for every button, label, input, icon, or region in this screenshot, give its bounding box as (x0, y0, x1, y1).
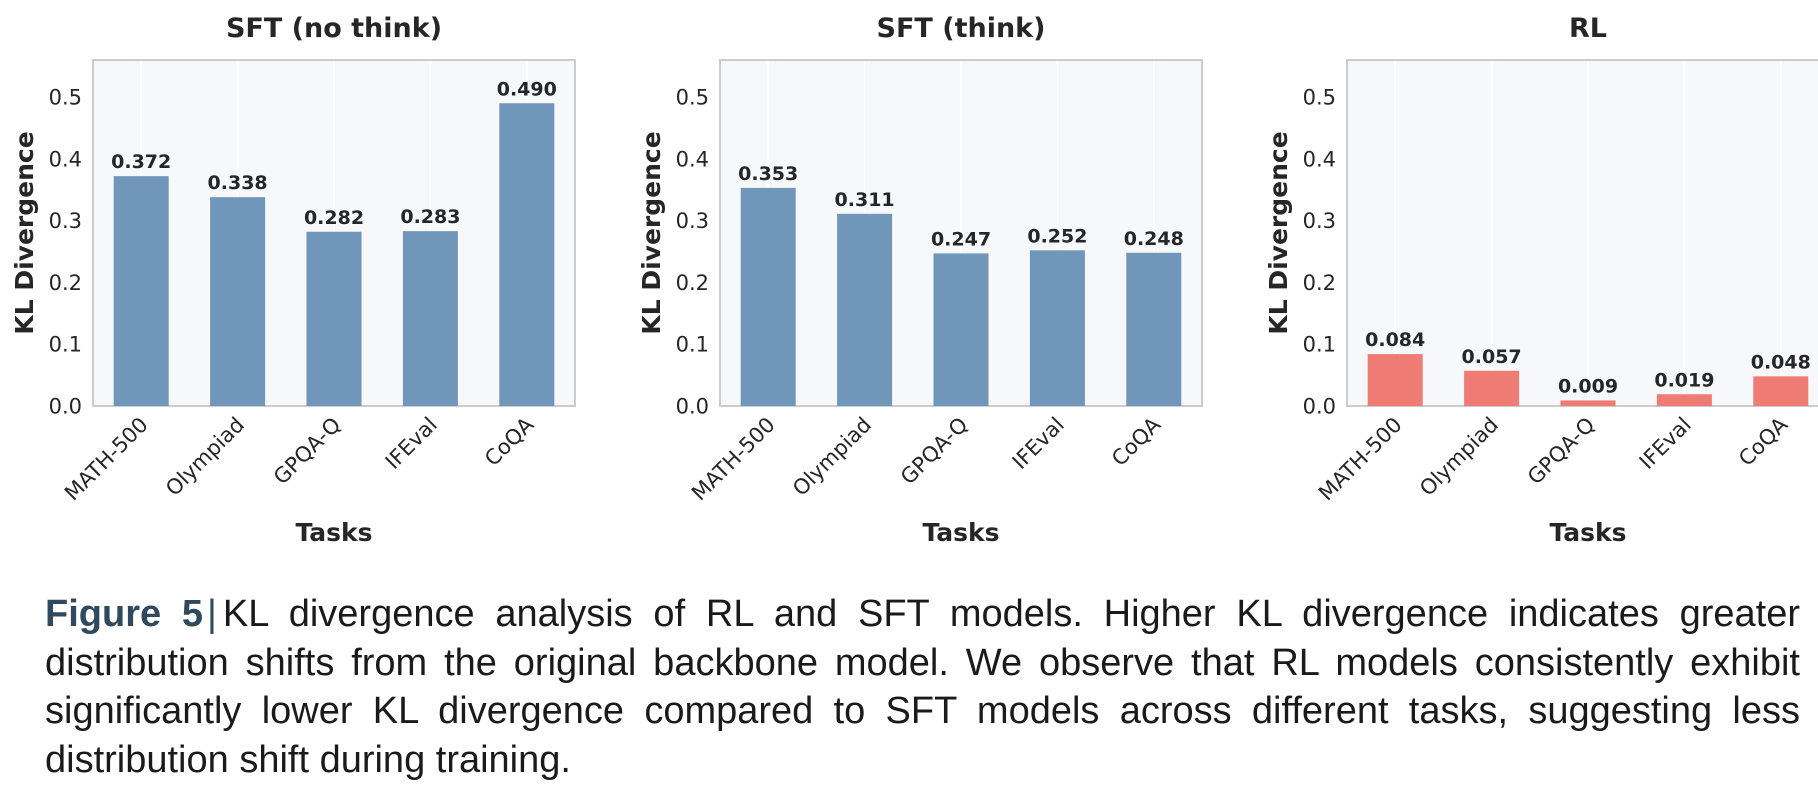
chart-title: RL (1569, 13, 1607, 44)
bar-olympiad (210, 197, 266, 406)
bar-value-label: 0.009 (1558, 375, 1618, 397)
bar-ifeval (402, 231, 458, 406)
x-axis-label: Tasks (922, 518, 999, 547)
x-tick-label: Olympiad (1415, 413, 1503, 501)
bar-value-label: 0.311 (835, 189, 895, 211)
y-axis-label: KL Divergence (10, 131, 39, 334)
x-tick-label: CoQA (1734, 412, 1793, 471)
y-tick-label: 0.3 (1303, 209, 1336, 233)
bar-gpqa-q (933, 253, 989, 406)
chart-title: SFT (think) (877, 13, 1046, 44)
caption-text: KL divergence analysis of RL and SFT mod… (45, 593, 1800, 781)
y-tick-label: 0.3 (49, 209, 82, 233)
bar-value-label: 0.019 (1654, 369, 1714, 391)
bar-olympiad (1464, 370, 1520, 406)
bar-value-label: 0.084 (1365, 329, 1425, 351)
y-tick-label: 0.4 (49, 147, 82, 171)
x-axis-label: Tasks (1549, 518, 1626, 547)
bar-value-label: 0.282 (304, 207, 364, 229)
y-tick-label: 0.4 (1303, 147, 1336, 171)
figure-label-separator: | (207, 593, 217, 635)
chart-title: SFT (no think) (226, 13, 442, 44)
x-tick-label: Olympiad (161, 413, 249, 501)
y-tick-label: 0.1 (1303, 333, 1336, 357)
y-tick-label: 0.3 (676, 209, 709, 233)
chart-panel-2: 0.0 0.1 0.2 0.3 0.4 0.5 0.353 0.311 0.247 0.252 0.… (637, 13, 1203, 547)
y-axis-label: KL Divergence (1264, 131, 1293, 334)
x-tick-label: Olympiad (788, 413, 876, 501)
bar-value-label: 0.283 (400, 206, 460, 228)
bar-math-500 (113, 176, 169, 406)
figure-charts: 0.0 0.1 0.2 0.3 0.4 0.5 0.372 0.338 0.282 0.283 0.… (10, 13, 1818, 547)
figure-caption: Figure 5 | KL divergence analysis of RL an… (45, 590, 1800, 784)
bar-value-label: 0.252 (1027, 225, 1087, 247)
bar-ifeval (1029, 250, 1085, 406)
bar-gpqa-q (306, 231, 362, 406)
bar-math-500 (1367, 354, 1423, 406)
bar-value-label: 0.057 (1462, 346, 1522, 368)
y-tick-label: 0.1 (49, 333, 82, 357)
plot-area (1347, 60, 1818, 406)
y-tick-label: 0.0 (49, 395, 82, 419)
x-tick-label: IFEval (381, 413, 442, 474)
y-axis-label: KL Divergence (637, 131, 666, 334)
bar-coqa (499, 103, 555, 406)
y-tick-label: 0.1 (676, 333, 709, 357)
x-tick-label: MATH-500 (687, 413, 780, 506)
x-tick-label: IFEval (1635, 413, 1696, 474)
x-tick-label: GPQA-Q (1523, 413, 1600, 490)
bar-value-label: 0.338 (208, 172, 268, 194)
bar-value-label: 0.048 (1751, 351, 1811, 373)
chart-panel-3: 0.0 0.1 0.2 0.3 0.4 0.5 0.084 0.057 0.009 0.019 0.… (1264, 13, 1818, 547)
x-tick-label: GPQA-Q (896, 413, 973, 490)
x-tick-label: CoQA (480, 412, 539, 471)
bar-coqa (1753, 376, 1809, 406)
chart-panel-1: 0.0 0.1 0.2 0.3 0.4 0.5 0.372 0.338 0.282 0.283 0.… (10, 13, 576, 547)
x-tick-label: MATH-500 (1314, 413, 1407, 506)
bar-value-label: 0.247 (931, 228, 991, 250)
x-tick-label: CoQA (1107, 412, 1166, 471)
y-tick-label: 0.5 (1303, 86, 1336, 110)
y-tick-label: 0.2 (1303, 271, 1336, 295)
bar-value-label: 0.372 (111, 151, 171, 173)
x-tick-label: MATH-500 (60, 413, 153, 506)
bar-value-label: 0.248 (1124, 228, 1184, 250)
y-tick-label: 0.2 (676, 271, 709, 295)
y-tick-label: 0.0 (676, 395, 709, 419)
x-axis-label: Tasks (295, 518, 372, 547)
bar-gpqa-q (1560, 400, 1616, 406)
bar-value-label: 0.490 (497, 78, 557, 100)
x-tick-label: IFEval (1008, 413, 1069, 474)
y-tick-label: 0.0 (1303, 395, 1336, 419)
y-tick-label: 0.4 (676, 147, 709, 171)
y-tick-label: 0.5 (49, 86, 82, 110)
bar-value-label: 0.353 (738, 163, 798, 185)
bar-olympiad (837, 213, 893, 406)
bar-math-500 (740, 187, 796, 406)
y-tick-label: 0.2 (49, 271, 82, 295)
figure-label: Figure 5 (45, 593, 204, 635)
bar-ifeval (1656, 394, 1712, 406)
bar-coqa (1126, 252, 1182, 406)
y-tick-label: 0.5 (676, 86, 709, 110)
x-tick-label: GPQA-Q (269, 413, 346, 490)
